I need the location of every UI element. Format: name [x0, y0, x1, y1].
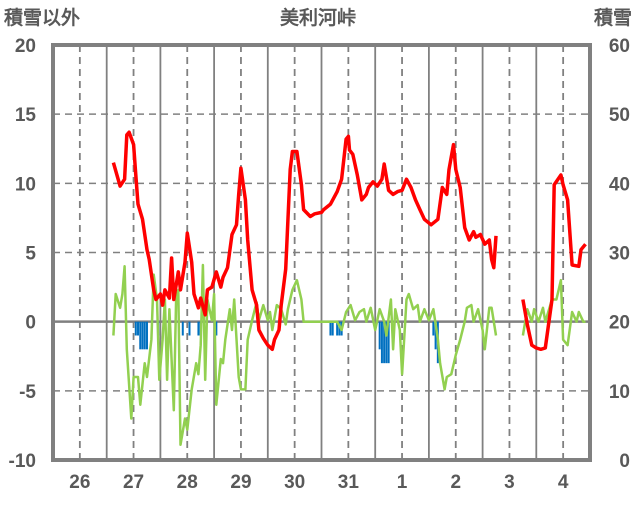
x-tick-label: 30	[284, 472, 305, 493]
precip-bar	[338, 321, 341, 336]
precip-bar	[331, 321, 334, 336]
x-tick-label: 4	[558, 472, 569, 493]
red-series-line	[111, 130, 498, 352]
x-tick-label: 3	[504, 472, 515, 493]
left-y-tick-label: 15	[15, 105, 37, 126]
right-y-tick-label: 60	[609, 36, 630, 57]
plot-border	[51, 43, 592, 462]
right-y-tick-label: 30	[609, 244, 630, 265]
right-y-tick-label: 50	[609, 105, 630, 126]
right-axis-label: 積雪	[594, 6, 632, 29]
x-tick-label: 31	[338, 472, 360, 493]
line-series	[111, 130, 590, 462]
precip-bar	[139, 321, 142, 350]
precip-bar	[380, 321, 383, 364]
left-y-tick-label: 20	[15, 36, 36, 57]
precip-bar	[143, 321, 146, 350]
precip-bar	[181, 321, 184, 336]
precip-bar	[383, 321, 386, 364]
x-tick-label: 27	[123, 472, 144, 493]
precip-bar	[197, 321, 200, 336]
precip-bar	[434, 321, 437, 350]
left-y-tick-label: -10	[9, 451, 36, 472]
x-tick-label: 28	[177, 472, 198, 493]
right-y-tick-label: 10	[609, 382, 630, 403]
right-y-tick-label: 20	[609, 313, 630, 334]
precip-bar	[387, 321, 390, 364]
x-tick-label: 2	[450, 472, 461, 493]
left-y-tick-label: 0	[25, 313, 36, 334]
precip-bar	[145, 321, 148, 350]
x-tick-label: 1	[397, 472, 408, 493]
precip-bar	[188, 321, 191, 336]
left-axis-label: 積雪以外	[4, 6, 80, 29]
right-y-tick-label: 40	[609, 174, 630, 195]
x-tick-label: 29	[230, 472, 251, 493]
precip-bar	[336, 321, 339, 336]
left-y-tick-label: -5	[19, 382, 36, 403]
green-series-line	[521, 278, 586, 347]
tick-labels: 26 27 28 29 30 31 1 2 3 4 -10 -5 0 5 10 15 20 0 10 20 30 40 50…	[9, 36, 630, 493]
left-y-tick-label: 10	[15, 174, 36, 195]
gridlines	[53, 45, 590, 460]
left-y-tick-label: 5	[25, 244, 36, 265]
green-series-line	[112, 263, 498, 447]
x-tick-label: 26	[69, 472, 90, 493]
precip-bar	[432, 321, 435, 336]
precip-bar	[137, 321, 140, 336]
precip-bar	[329, 321, 332, 336]
chart-title: 美利河峠	[280, 6, 356, 29]
precip-bar	[141, 321, 144, 350]
precip-bar	[385, 321, 388, 364]
precip-bar	[215, 321, 218, 336]
red-series-line	[521, 173, 587, 352]
right-y-tick-label: 0	[619, 451, 630, 472]
precip-bar	[378, 321, 381, 350]
precip-bar	[134, 321, 137, 336]
